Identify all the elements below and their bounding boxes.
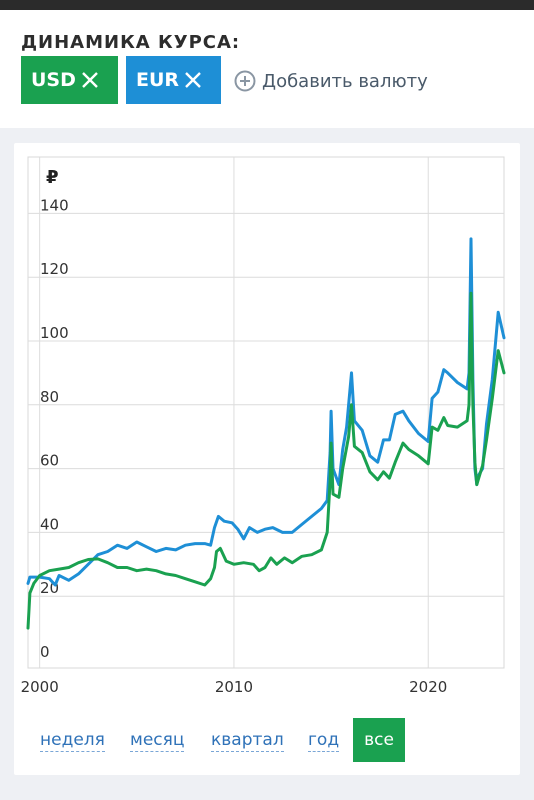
- currency-chip-usd[interactable]: USD: [21, 56, 118, 104]
- series-line-eur: [26, 237, 506, 587]
- add-currency-label: Добавить валюту: [262, 70, 428, 92]
- y-tick-label: 80: [40, 388, 59, 406]
- y-tick-label: 140: [40, 196, 69, 214]
- y-tick-label: 100: [40, 324, 69, 342]
- x-tick-label: 2000: [21, 678, 59, 696]
- y-tick-label: 120: [40, 260, 69, 278]
- period-week[interactable]: неделя: [40, 730, 105, 752]
- chip-label-usd: USD: [31, 69, 76, 91]
- plus-circle-icon: [234, 70, 256, 92]
- close-icon[interactable]: [183, 70, 203, 90]
- page-title: ДИНАМИКА КУРСА:: [21, 32, 241, 53]
- y-tick-label: 0: [40, 643, 50, 661]
- period-month[interactable]: месяц: [130, 730, 185, 752]
- period-quarter[interactable]: квартал: [211, 730, 284, 752]
- y-tick-label: 40: [40, 515, 59, 533]
- period-all[interactable]: все: [353, 718, 405, 762]
- period-selector: неделя месяц квартал год все: [14, 716, 520, 766]
- period-year[interactable]: год: [308, 730, 340, 752]
- y-tick-label: 60: [40, 452, 59, 470]
- y-axis-unit: ₽: [46, 167, 59, 188]
- add-currency-button[interactable]: Добавить валюту: [234, 70, 428, 92]
- x-tick-label: 2020: [409, 678, 447, 696]
- close-icon[interactable]: [80, 70, 100, 90]
- top-bar: [0, 0, 534, 10]
- chart-card: 0 20 40 60 80 100 120 140 2000 2010 2020 ₽: [14, 143, 520, 775]
- x-tick-label: 2010: [215, 678, 253, 696]
- series-line-usd: [26, 291, 506, 630]
- plot-frame: [27, 156, 505, 669]
- currency-chip-eur[interactable]: EUR: [126, 56, 221, 104]
- chip-label-eur: EUR: [136, 69, 180, 91]
